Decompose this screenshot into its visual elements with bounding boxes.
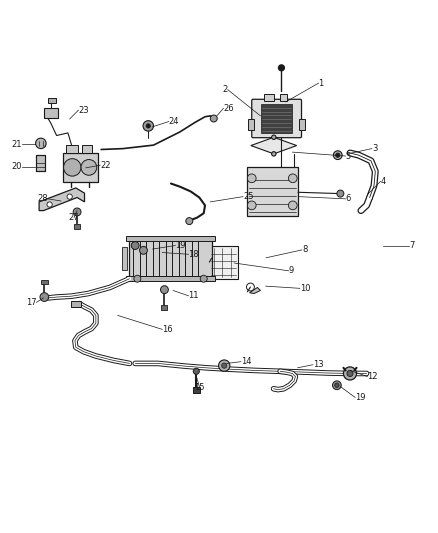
Circle shape <box>140 246 148 254</box>
Text: 27: 27 <box>69 213 79 222</box>
Polygon shape <box>250 287 261 294</box>
Circle shape <box>160 286 168 294</box>
Circle shape <box>272 135 276 140</box>
Circle shape <box>288 201 297 210</box>
Bar <box>122 247 127 270</box>
Bar <box>280 94 287 101</box>
Text: 19: 19 <box>355 393 366 402</box>
Bar <box>248 119 254 130</box>
Text: 2: 2 <box>223 85 228 94</box>
Text: 22: 22 <box>100 161 111 169</box>
Bar <box>74 224 80 229</box>
Circle shape <box>134 275 141 282</box>
Text: 7: 7 <box>409 241 414 250</box>
Text: 18: 18 <box>188 250 199 259</box>
Text: 24: 24 <box>169 117 179 126</box>
Text: 1: 1 <box>318 79 324 87</box>
Text: 3: 3 <box>372 144 377 153</box>
Circle shape <box>247 174 256 183</box>
Bar <box>36 155 45 171</box>
Text: 13: 13 <box>313 360 324 369</box>
Text: 11: 11 <box>188 291 199 300</box>
Polygon shape <box>251 138 297 154</box>
Circle shape <box>200 275 207 282</box>
Circle shape <box>279 65 285 71</box>
Text: 10: 10 <box>300 284 310 293</box>
Circle shape <box>210 115 217 122</box>
Bar <box>161 305 167 310</box>
Text: 26: 26 <box>223 104 234 113</box>
Bar <box>130 239 212 277</box>
Bar <box>66 144 78 152</box>
Text: 12: 12 <box>367 372 378 381</box>
Circle shape <box>347 370 353 376</box>
Circle shape <box>64 159 81 176</box>
Bar <box>209 246 238 279</box>
Bar <box>41 280 48 284</box>
Bar <box>193 387 200 393</box>
Circle shape <box>67 194 72 199</box>
Text: 16: 16 <box>162 325 173 334</box>
Circle shape <box>343 367 357 380</box>
Bar <box>71 302 81 306</box>
Text: 21: 21 <box>11 140 21 149</box>
Circle shape <box>146 124 150 128</box>
Bar <box>261 104 292 133</box>
Circle shape <box>332 381 341 390</box>
Circle shape <box>73 208 81 216</box>
FancyBboxPatch shape <box>252 99 301 138</box>
Circle shape <box>247 201 256 210</box>
Bar <box>82 144 92 152</box>
Bar <box>126 236 215 241</box>
Bar <box>247 167 298 216</box>
Text: 17: 17 <box>26 298 36 307</box>
Circle shape <box>81 159 97 175</box>
Bar <box>63 152 99 182</box>
Text: 6: 6 <box>346 195 351 203</box>
Circle shape <box>40 293 49 302</box>
Text: 9: 9 <box>289 266 294 276</box>
Text: 4: 4 <box>381 177 386 186</box>
Bar <box>44 108 58 118</box>
Bar <box>126 276 215 281</box>
Circle shape <box>131 241 139 249</box>
Polygon shape <box>39 188 85 211</box>
Text: 25: 25 <box>243 192 254 201</box>
Circle shape <box>337 190 344 197</box>
Circle shape <box>143 120 153 131</box>
Text: 5: 5 <box>346 151 351 160</box>
Bar <box>37 141 45 146</box>
Circle shape <box>336 153 340 157</box>
Bar <box>36 155 45 171</box>
Circle shape <box>35 138 46 149</box>
Circle shape <box>288 174 297 183</box>
Text: 14: 14 <box>241 357 251 366</box>
Circle shape <box>47 202 52 207</box>
Bar <box>264 94 274 101</box>
Text: 8: 8 <box>302 245 307 254</box>
Circle shape <box>335 383 339 387</box>
Circle shape <box>272 152 276 156</box>
Bar <box>299 119 305 130</box>
Circle shape <box>186 217 193 224</box>
Circle shape <box>219 360 230 372</box>
Bar <box>48 98 56 103</box>
Circle shape <box>333 151 342 159</box>
Text: 20: 20 <box>11 163 21 172</box>
Circle shape <box>193 368 199 374</box>
Text: 19: 19 <box>175 241 186 250</box>
Text: 28: 28 <box>37 195 48 203</box>
Text: 15: 15 <box>194 383 205 392</box>
Circle shape <box>222 363 227 368</box>
Text: 23: 23 <box>78 106 89 115</box>
